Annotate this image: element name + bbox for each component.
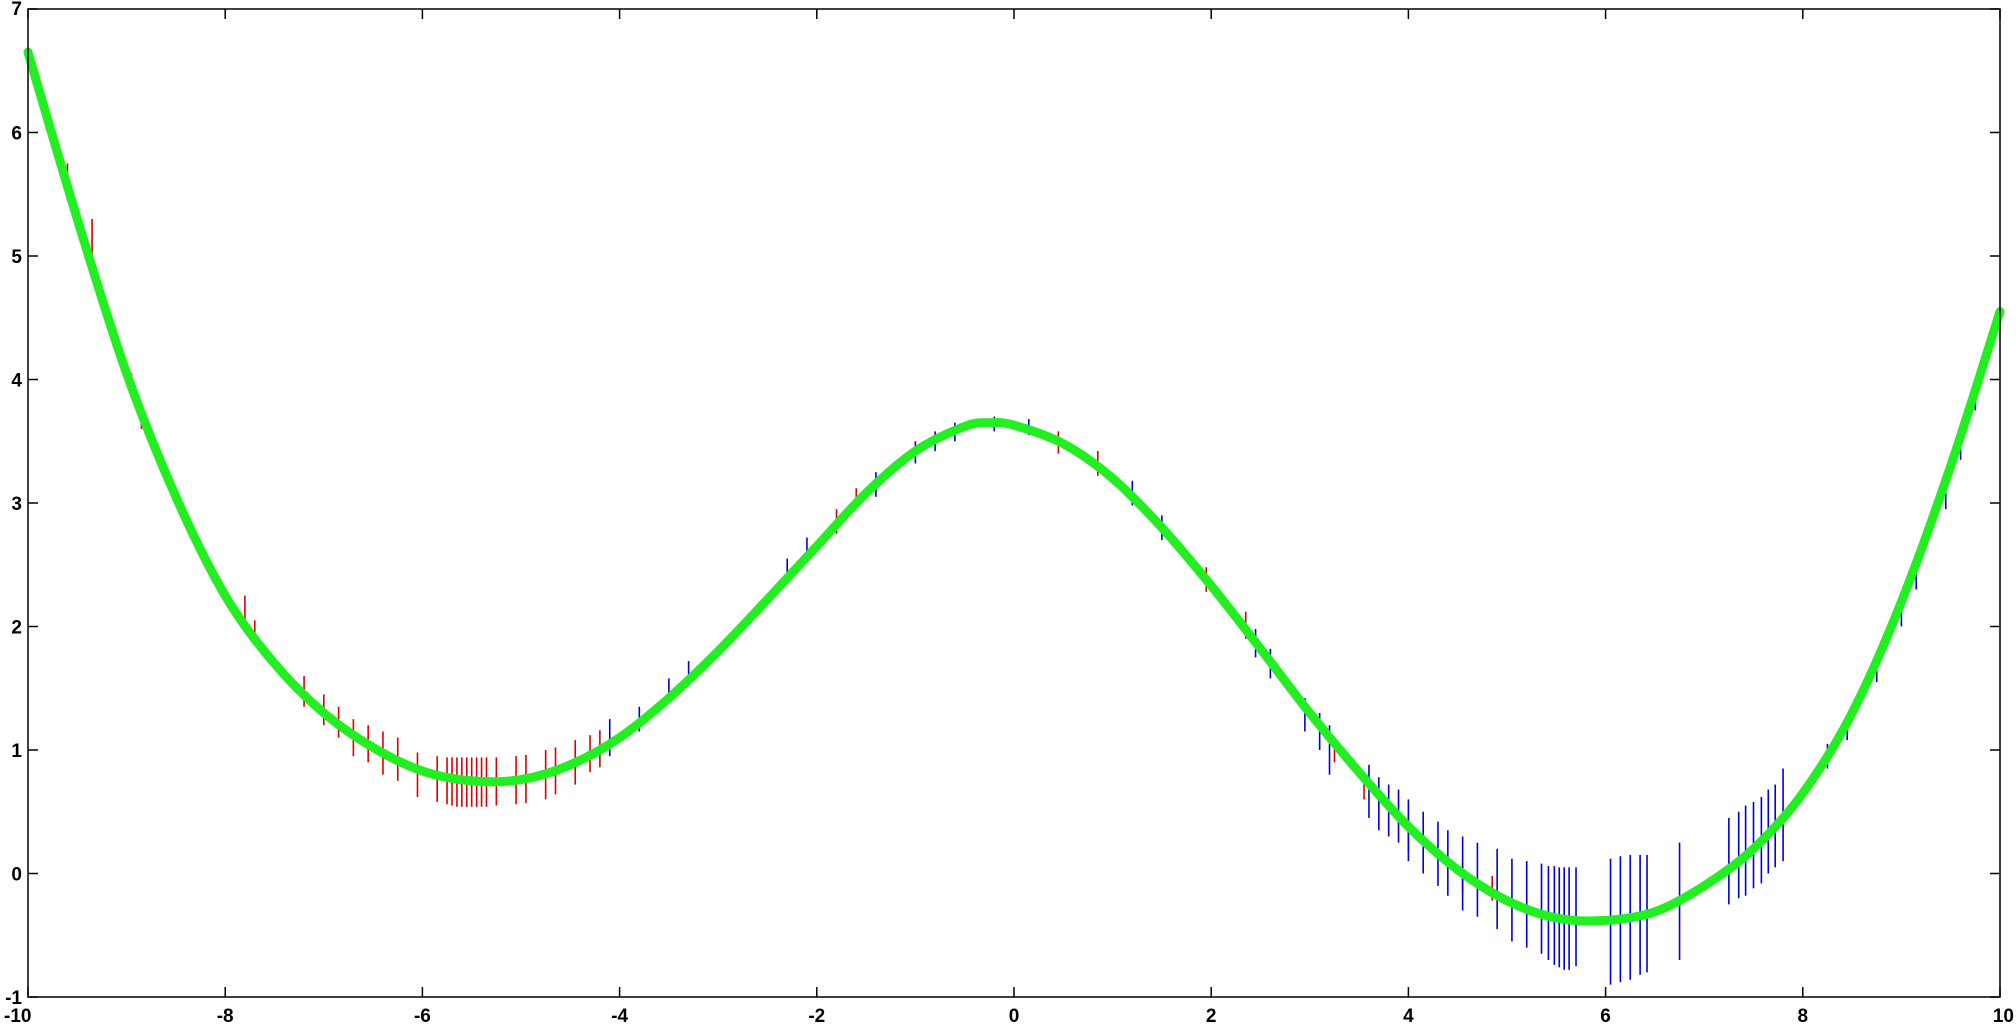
plot-frame [27,8,2001,998]
x-tick-label: 2 [1206,1006,1217,1027]
x-tick-label: 6 [1600,1006,1611,1027]
y-tick-label: 2 [11,618,22,639]
x-tick-label: 10 [1993,1006,2014,1027]
red-vertical-marks [66,163,1494,901]
curve-series [23,47,2005,926]
y-tick-label: 6 [11,124,22,145]
y-tick-label: 1 [11,741,22,762]
x-tick-label: 0 [1009,1006,1020,1027]
y-tick-label: 3 [11,494,22,515]
y-axis-ticks: -1 0 1 2 3 4 5 6 7 [5,0,2000,1009]
x-tick-label: -8 [217,1006,234,1027]
x-tick-label: -2 [808,1006,825,1027]
x-tick-label: -6 [414,1006,431,1027]
x-tick-label: 8 [1798,1006,1809,1027]
y-tick-label: 4 [11,371,22,392]
curve-line [23,47,2005,926]
x-tick-label: -4 [611,1006,628,1027]
y-tick-label: -1 [5,988,22,1009]
y-tick-label: 0 [11,865,22,886]
y-tick-label: 5 [11,247,22,268]
x-axis-ticks: -10 -8 -6 -4 -2 0 2 4 6 8 10 [4,9,2014,1027]
x-tick-label: 4 [1403,1006,1414,1027]
x-tick-label: -10 [4,1006,31,1027]
y-tick-label: 7 [11,0,22,20]
